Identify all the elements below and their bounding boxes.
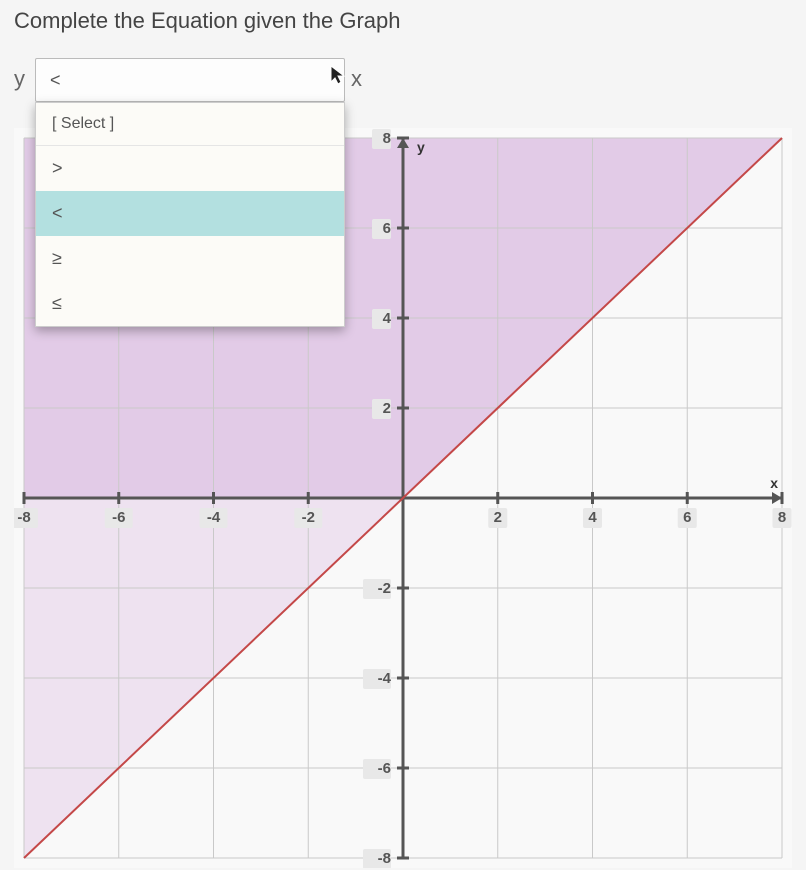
svg-text:6: 6 [683, 509, 691, 526]
svg-text:2: 2 [383, 400, 391, 417]
equation-rhs: x [351, 58, 362, 92]
svg-text:6: 6 [383, 220, 391, 237]
equation-row: y < [ Select ] > < ≥ ≤ x [0, 42, 806, 102]
svg-text:-6: -6 [112, 509, 125, 526]
select-wrapper: < [ Select ] > < ≥ ≤ [35, 58, 345, 102]
option-lt[interactable]: < [36, 191, 344, 236]
svg-text:8: 8 [778, 509, 786, 526]
operator-select[interactable]: < [35, 58, 345, 102]
svg-text:-4: -4 [378, 670, 392, 687]
svg-text:-2: -2 [302, 509, 315, 526]
svg-text:x: x [770, 475, 778, 491]
svg-text:y: y [417, 139, 425, 155]
option-gte[interactable]: ≥ [36, 236, 344, 281]
prompt-text: Complete the Equation given the Graph [0, 0, 806, 42]
equation-lhs: y [14, 58, 25, 92]
svg-text:4: 4 [588, 509, 597, 526]
svg-text:-8: -8 [378, 850, 391, 867]
dropdown-placeholder: [ Select ] [36, 103, 344, 146]
select-value: < [50, 70, 61, 91]
svg-text:-6: -6 [378, 760, 391, 777]
svg-text:-4: -4 [207, 509, 221, 526]
svg-text:2: 2 [494, 509, 502, 526]
svg-text:-8: -8 [17, 509, 30, 526]
svg-text:-2: -2 [378, 580, 391, 597]
option-lte[interactable]: ≤ [36, 281, 344, 326]
svg-text:4: 4 [383, 310, 392, 327]
option-gt[interactable]: > [36, 146, 344, 191]
operator-dropdown: [ Select ] > < ≥ ≤ [35, 102, 345, 327]
svg-text:8: 8 [383, 130, 391, 147]
